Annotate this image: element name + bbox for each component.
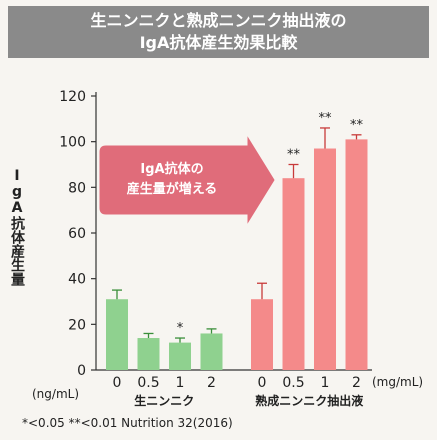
y-unit-label: (ng/mL): [32, 387, 79, 401]
significance-label: **: [319, 111, 333, 126]
bar: [345, 139, 368, 370]
x-tick-label: 1: [321, 375, 330, 391]
x-tick-label: 0.5: [137, 375, 159, 391]
y-tick-label: 20: [68, 317, 86, 333]
bar: [314, 148, 336, 370]
group-label: 熟成ニンニク抽出液: [255, 393, 363, 408]
callout-line2: 産生量が増える: [126, 182, 218, 197]
callout-line1: IgA抗体の: [140, 162, 204, 177]
bar: [282, 178, 305, 370]
chart-title-banner: 生ニンニクと熟成ニンニク抽出液の IgA抗体産生効果比較: [8, 6, 429, 58]
bar: [106, 299, 128, 370]
x-tick-label: 0: [113, 375, 122, 391]
bar: [200, 333, 223, 370]
x-tick-label: 0.5: [282, 375, 304, 391]
footnote: *<0.05 **<0.01 Nutrition 32(2016): [22, 416, 233, 430]
bar: [251, 299, 273, 370]
chart-title-line1: 生ニンニクと熟成ニンニク抽出液の: [90, 11, 347, 30]
callout-text: IgA抗体の 産生量が増える: [102, 160, 242, 200]
x-tick-label: 0: [258, 375, 267, 391]
y-axis-label: IgA抗体産生量: [9, 168, 25, 286]
y-tick-label: 40: [68, 272, 86, 288]
x-tick-label: 2: [352, 375, 361, 391]
bar: [169, 342, 191, 370]
y-tick-label: 0: [77, 363, 86, 379]
significance-label: **: [350, 118, 364, 133]
y-tick-label: 100: [59, 135, 86, 151]
x-tick-label: 1: [176, 375, 185, 391]
significance-label: *: [177, 321, 184, 336]
bar: [137, 338, 160, 370]
x-tick-label: 2: [207, 375, 216, 391]
y-tick-label: 120: [59, 89, 86, 105]
x-unit-label: (mg/mL): [372, 375, 423, 389]
chart-title-line2: IgA抗体産生効果比較: [139, 33, 298, 52]
group-label: 生ニンニク: [134, 393, 194, 408]
callout-arrow: [99, 136, 275, 224]
y-tick-label: 80: [68, 180, 86, 196]
y-tick-label: 60: [68, 226, 86, 242]
significance-label: **: [287, 148, 301, 163]
